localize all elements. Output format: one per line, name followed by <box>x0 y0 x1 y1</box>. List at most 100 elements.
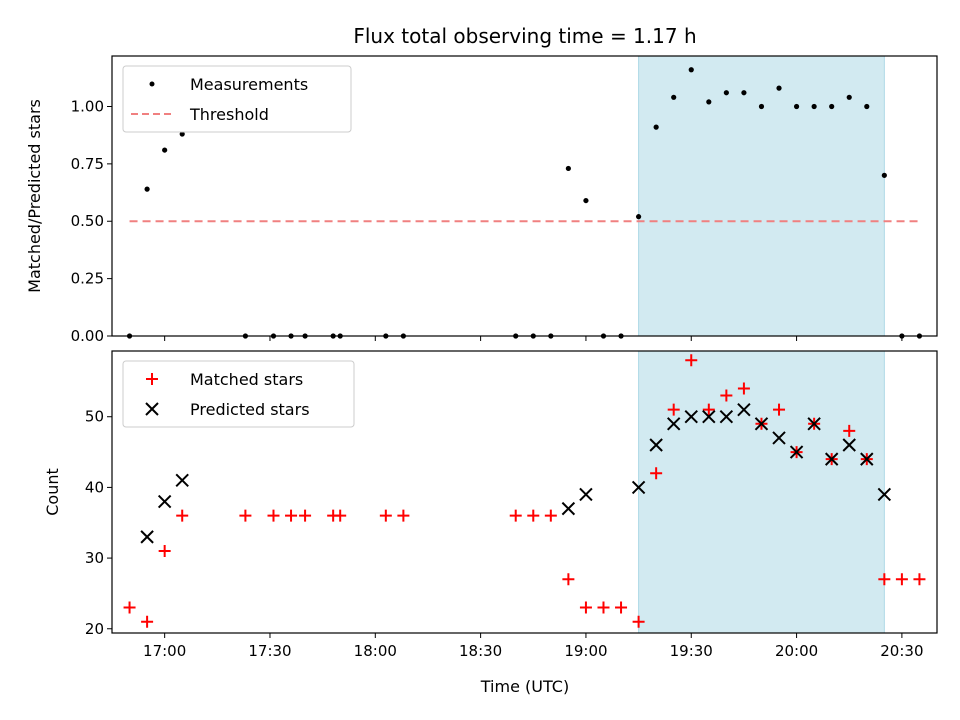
predicted-star-point <box>684 410 698 424</box>
x-tick-label: 17:00 <box>143 642 186 660</box>
predicted-star-point <box>824 452 839 466</box>
matched-star-point <box>632 615 645 628</box>
y-tick-label: 1.00 <box>71 97 104 115</box>
predicted-star-point <box>807 417 821 431</box>
matched-star-point <box>544 509 557 522</box>
matched-star-point <box>509 509 522 522</box>
top-panel: 0.00 0.25 0.50 0.75 1.00 Matched/Predicted s… <box>25 55 938 345</box>
matched-star-point <box>158 545 171 558</box>
legend-box <box>122 360 355 428</box>
x-tick-label: 18:30 <box>459 642 502 660</box>
bottom-panel-data <box>123 354 926 628</box>
measurement-point <box>758 103 765 110</box>
legend-plus-icon <box>146 373 158 385</box>
bottom-panel-y-label: Count <box>43 468 62 516</box>
predicted-star-point <box>561 501 576 516</box>
measurement-point <box>846 94 852 100</box>
matched-star-point <box>650 467 663 480</box>
bottom-panel-x-ticks: 17:00 17:30 18:00 18:30 19:00 19:30 20:00 20:30 <box>143 633 924 660</box>
top-panel-frame <box>111 55 938 337</box>
x-tick-label: 20:00 <box>775 642 818 660</box>
y-tick-label: 0.75 <box>71 155 104 173</box>
matched-star-point <box>176 509 189 522</box>
bottom-panel: 20 30 40 50 17:00 17:30 18:00 18:30 19:00 19:30 2… <box>43 350 938 696</box>
matched-star-point <box>334 509 347 522</box>
measurement-point <box>829 103 835 110</box>
x-axis-label: Time (UTC) <box>480 677 569 696</box>
matched-star-point <box>579 601 592 614</box>
x-tick-label: 19:00 <box>564 642 607 660</box>
matched-star-point <box>397 509 410 522</box>
top-panel-x-ticks <box>164 336 903 341</box>
measurement-point <box>565 165 571 172</box>
matched-star-point <box>685 354 698 367</box>
predicted-star-point <box>579 487 593 502</box>
bottom-panel-frame <box>111 350 938 634</box>
top-panel-y-ticks: 0.00 0.25 0.50 0.75 1.00 <box>71 97 112 345</box>
matched-star-point <box>667 403 680 416</box>
legend-x-icon <box>145 402 159 416</box>
matched-star-point <box>123 601 136 614</box>
matched-star-point <box>562 573 575 586</box>
predicted-star-point <box>140 530 154 544</box>
measurement-point <box>179 131 185 137</box>
top-panel-legend: Measurements Threshold <box>122 65 352 133</box>
legend-label-threshold: Threshold <box>189 105 269 124</box>
measurement-point <box>144 186 150 192</box>
y-tick-label: 20 <box>85 620 104 638</box>
measurement-point <box>881 172 887 178</box>
y-tick-label: 30 <box>85 549 104 567</box>
legend-dot-icon <box>149 81 155 87</box>
matched-star-point <box>720 389 733 402</box>
matched-star-point <box>878 573 891 586</box>
measurement-point <box>583 197 589 204</box>
matched-star-point <box>141 615 154 628</box>
matched-star-point <box>843 424 856 437</box>
predicted-star-point <box>631 480 646 495</box>
matched-star-point <box>239 509 252 522</box>
predicted-star-point <box>877 487 892 502</box>
x-tick-label: 20:30 <box>880 642 923 660</box>
measurement-point <box>162 147 168 153</box>
y-tick-label: 0.00 <box>71 327 104 345</box>
matched-star-point <box>737 382 750 395</box>
matched-star-point <box>267 509 280 522</box>
y-tick-label: 40 <box>85 478 104 496</box>
measurement-point <box>741 90 747 96</box>
legend-label-measurements: Measurements <box>190 75 308 94</box>
matched-star-point <box>379 509 392 522</box>
predicted-star-point <box>702 410 716 424</box>
predicted-star-point <box>789 445 804 459</box>
measurement-point <box>723 90 729 96</box>
matched-star-point <box>702 403 715 416</box>
measurement-point <box>793 103 800 110</box>
shaded-region <box>638 351 885 633</box>
matched-star-point <box>773 403 786 416</box>
chart-title: Flux total observing time = 1.17 h <box>353 24 696 48</box>
x-tick-label: 19:30 <box>670 642 713 660</box>
x-tick-label: 18:00 <box>354 642 397 660</box>
matched-star-point <box>895 573 908 586</box>
y-tick-label: 50 <box>85 408 104 426</box>
measurement-point <box>776 85 782 91</box>
predicted-star-point <box>842 438 856 452</box>
measurement-point <box>706 99 712 105</box>
matched-star-point <box>527 509 540 522</box>
shaded-region <box>638 56 885 336</box>
measurement-point <box>864 103 870 110</box>
matched-star-point <box>299 509 312 522</box>
predicted-star-point <box>666 417 681 431</box>
x-tick-label: 17:30 <box>248 642 291 660</box>
predicted-star-point <box>649 438 663 452</box>
matched-star-point <box>913 573 926 586</box>
measurement-point <box>653 124 659 130</box>
legend-label-matched: Matched stars <box>190 370 303 389</box>
observing-window-shade <box>638 351 885 633</box>
top-panel-y-label: Matched/Predicted stars <box>25 99 44 293</box>
measurement-point <box>811 103 817 110</box>
y-tick-label: 0.50 <box>71 212 104 230</box>
predicted-star-point <box>175 473 189 488</box>
predicted-star-point <box>772 431 786 445</box>
observing-window-shade <box>638 56 885 336</box>
